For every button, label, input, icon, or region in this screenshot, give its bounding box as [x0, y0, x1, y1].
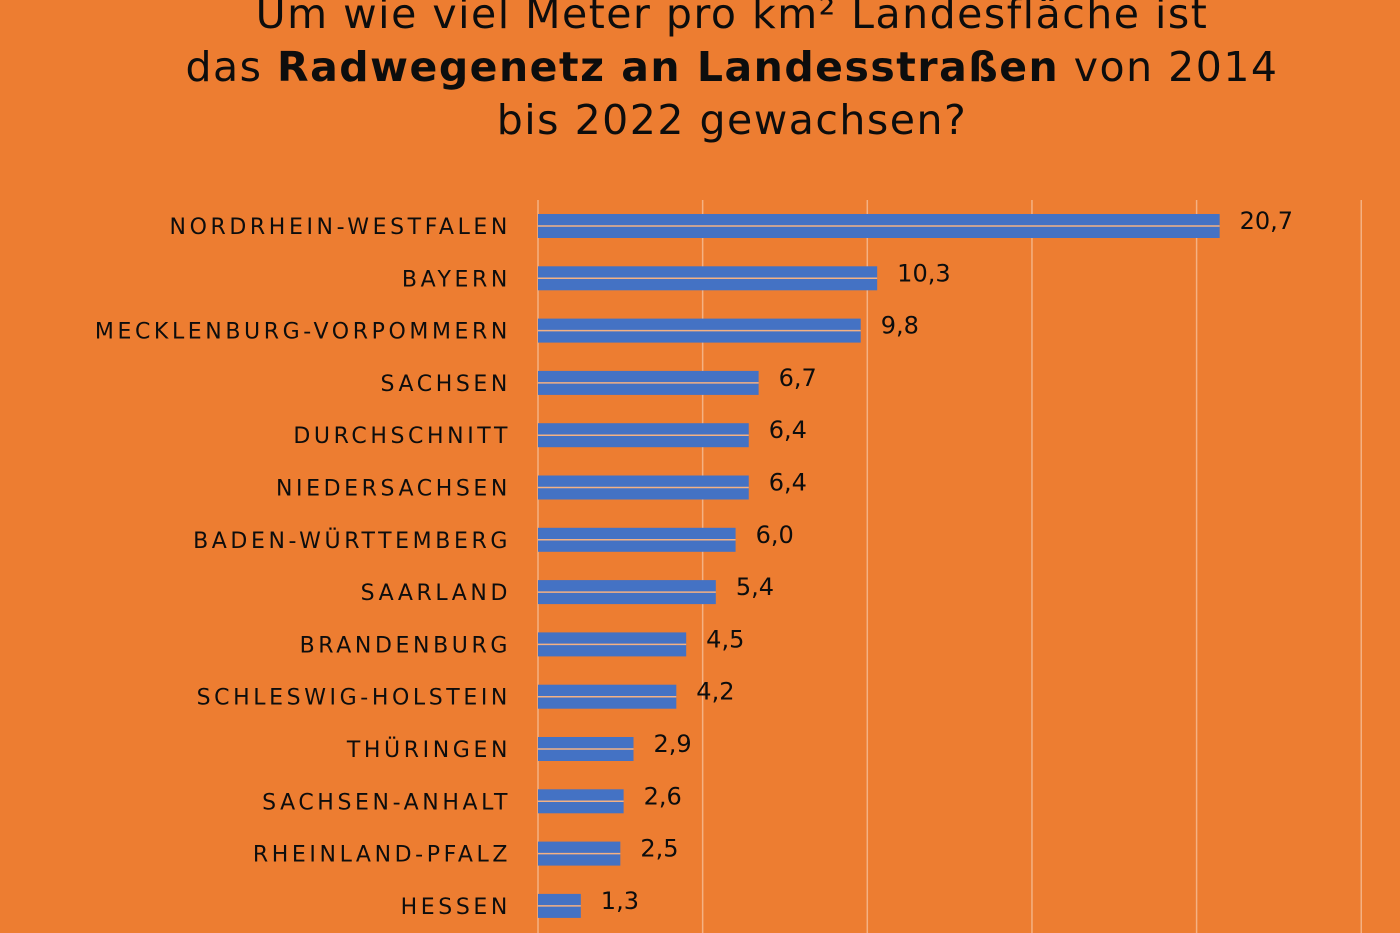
category-label: RHEINLAND-PFALZ: [253, 843, 511, 868]
title-line-2-prefix: das: [185, 43, 278, 91]
value-label: 1,3: [601, 887, 639, 915]
category-label: MECKLENBURG-VORPOMMERN: [95, 320, 511, 345]
value-label: 9,8: [881, 312, 919, 340]
value-label: 2,6: [644, 782, 682, 810]
category-label: NORDRHEIN-WESTFALEN: [170, 215, 511, 240]
category-labels: NORDRHEIN-WESTFALEN BAYERN MECKLENBURG-VOR…: [95, 215, 511, 920]
value-label: 6,0: [756, 521, 794, 549]
category-label: DURCHSCHNITT: [293, 424, 511, 449]
value-label: 2,9: [653, 730, 691, 758]
category-label: SCHLESWIG-HOLSTEIN: [197, 686, 511, 711]
category-label: BAYERN: [402, 267, 511, 292]
chart-title: Um wie viel Meter pro km² Landesfläche i…: [0, 0, 1400, 147]
value-label: 5,4: [736, 573, 774, 601]
value-label: 6,4: [769, 469, 807, 497]
category-label: HESSEN: [401, 895, 511, 920]
category-label: THÜRINGEN: [346, 737, 511, 763]
value-label: 4,5: [706, 625, 744, 653]
value-label: 20,7: [1240, 207, 1293, 235]
category-label: NIEDERSACHSEN: [276, 477, 511, 502]
gridlines: [537, 200, 1362, 933]
category-label: BRANDENBURG: [300, 633, 511, 658]
value-label: 6,4: [769, 416, 807, 444]
category-label: SAARLAND: [361, 581, 511, 606]
title-line-2-bold: Radwegenetz an Landesstraßen: [277, 43, 1060, 91]
title-line-1: Um wie viel Meter pro km² Landesfläche i…: [255, 0, 1209, 38]
value-label: 2,5: [640, 835, 678, 863]
bars: [538, 214, 1220, 918]
value-label: 4,2: [696, 678, 734, 706]
value-label: 6,7: [779, 364, 817, 392]
title-line-2-suffix: von 2014: [1059, 43, 1279, 91]
category-label: SACHSEN: [381, 372, 511, 397]
value-label: 10,3: [897, 259, 950, 287]
value-labels: 20,7 10,3 9,8 6,7 6,4 6,4 6,0 5,4 4,5 4,22,9 2,6 2,…: [601, 207, 1293, 915]
category-label: BADEN-WÜRTTEMBERG: [193, 528, 511, 554]
title-line-3: bis 2022 gewachsen?: [496, 96, 968, 144]
category-label: SACHSEN-ANHALT: [262, 790, 511, 815]
